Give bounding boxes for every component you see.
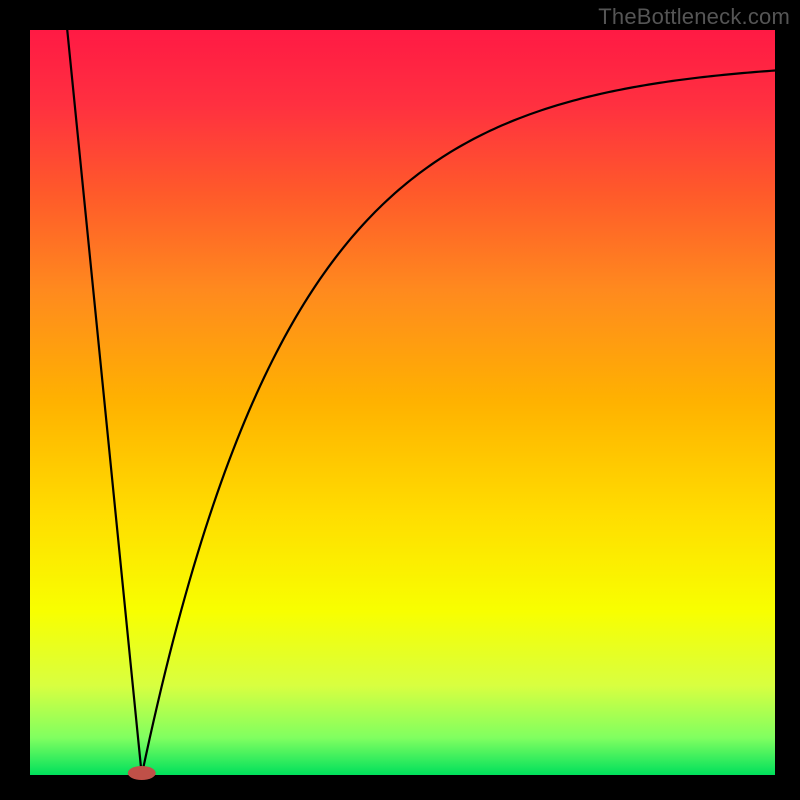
bottleneck-chart xyxy=(0,0,800,800)
chart-root: TheBottleneck.com xyxy=(0,0,800,800)
watermark-text: TheBottleneck.com xyxy=(598,4,790,30)
